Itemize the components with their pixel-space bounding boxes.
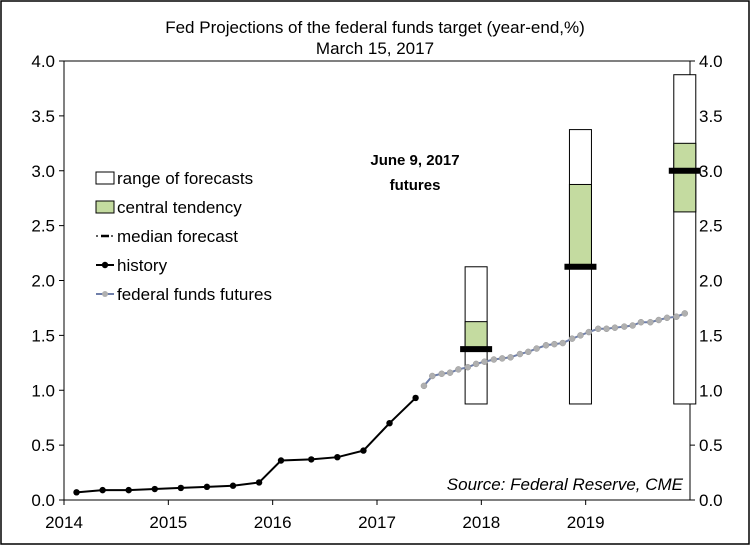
source-note: Source: Federal Reserve, CME xyxy=(447,475,684,494)
futures-point xyxy=(438,370,445,378)
futures-point xyxy=(490,356,498,363)
y-tick-label-left: 4.0 xyxy=(31,52,55,71)
futures-point xyxy=(507,354,514,361)
futures-point xyxy=(481,358,488,365)
history-point xyxy=(308,456,315,463)
central-tendency-bar xyxy=(464,321,488,350)
y-tick-label-right: 3.0 xyxy=(699,162,723,181)
futures-point xyxy=(655,316,662,324)
central-tendency-bar xyxy=(568,183,592,268)
futures-point xyxy=(455,366,462,373)
y-tick-label-right: 1.5 xyxy=(699,326,723,345)
futures-point xyxy=(446,369,454,376)
x-tick-label: 2017 xyxy=(358,513,396,532)
history-line xyxy=(76,397,417,494)
legend-label: federal funds futures xyxy=(117,285,272,304)
futures-point xyxy=(568,335,576,342)
futures-point xyxy=(681,310,689,317)
futures-point xyxy=(472,360,480,368)
history-point xyxy=(229,482,237,489)
y-tick-label-left: 1.0 xyxy=(31,381,55,400)
futures-point xyxy=(542,342,550,349)
x-tick-label: 2019 xyxy=(567,513,605,532)
y-tick-label-left: 1.5 xyxy=(31,326,55,345)
y-tick-label-left: 2.0 xyxy=(31,272,55,291)
futures-point xyxy=(594,325,602,333)
history-point xyxy=(99,486,106,494)
futures-date-annotation: June 9, 2017 xyxy=(370,152,459,169)
y-tick-label-left: 3.5 xyxy=(31,107,55,126)
y-tick-label-left: 0.0 xyxy=(31,491,55,510)
range-of-forecasts-bar xyxy=(673,74,697,405)
futures-point xyxy=(647,318,654,326)
y-tick-label-right: 2.0 xyxy=(699,272,723,291)
futures-point xyxy=(420,382,428,390)
history-point xyxy=(386,419,393,427)
y-tick-label-left: 2.5 xyxy=(31,217,55,236)
chart-subtitle: March 15, 2017 xyxy=(316,39,434,58)
futures-point xyxy=(533,345,540,352)
futures-point xyxy=(585,328,593,336)
y-tick-label-right: 0.5 xyxy=(699,436,723,455)
futures-point xyxy=(577,332,584,339)
legend-label: median forecast xyxy=(117,227,238,246)
history-point xyxy=(73,489,80,496)
legend-swatch-futures xyxy=(102,291,108,297)
legend-label: range of forecasts xyxy=(117,169,253,188)
futures-point xyxy=(603,325,610,333)
history-point xyxy=(203,483,211,491)
futures-point xyxy=(551,340,558,348)
futures-point xyxy=(498,355,506,362)
futures-point xyxy=(637,318,645,326)
y-tick-label-right: 4.0 xyxy=(699,52,723,71)
futures-point xyxy=(525,348,532,356)
futures-point xyxy=(559,339,566,347)
futures-point xyxy=(621,323,628,330)
x-tick-label: 2014 xyxy=(45,513,83,532)
history-point xyxy=(277,457,285,464)
legend-swatch-range xyxy=(95,171,115,185)
history-point xyxy=(360,447,367,454)
futures-point xyxy=(516,350,524,358)
history-point xyxy=(151,485,158,493)
legend-swatch-history xyxy=(101,261,109,269)
legend-swatch-central-tendency xyxy=(95,200,115,214)
history-point xyxy=(177,484,185,492)
central-tendency-bar xyxy=(673,142,697,213)
history-point xyxy=(334,453,341,461)
legend-label: central tendency xyxy=(117,198,242,217)
history-point xyxy=(125,486,132,494)
plot-layer: 0.0 0.0 0.5 0.5 1.0 1.0 1.5 1.5 2.0 2.0 2.5 2.5 3.0 3… xyxy=(31,52,722,532)
y-tick-label-right: 1.0 xyxy=(699,381,723,400)
y-tick-label-left: 0.5 xyxy=(31,436,55,455)
futures-point xyxy=(663,314,671,322)
y-tick-label-left: 3.0 xyxy=(31,162,55,181)
x-tick-label: 2016 xyxy=(254,513,292,532)
chart-title: Fed Projections of the federal funds tar… xyxy=(165,18,585,37)
legend-label: history xyxy=(117,256,168,275)
futures-point xyxy=(673,313,680,320)
futures-annotation-label: futures xyxy=(390,177,441,194)
history-point xyxy=(412,394,419,402)
y-tick-label-right: 2.5 xyxy=(699,217,723,236)
y-tick-label-right: 0.0 xyxy=(699,491,723,510)
futures-point xyxy=(464,363,472,371)
x-tick-label: 2018 xyxy=(462,513,500,532)
futures-point xyxy=(611,324,619,331)
futures-point xyxy=(629,322,636,329)
x-tick-label: 2015 xyxy=(149,513,187,532)
futures-point xyxy=(429,372,436,380)
y-tick-label-right: 3.5 xyxy=(699,107,723,126)
history-point xyxy=(255,479,263,486)
